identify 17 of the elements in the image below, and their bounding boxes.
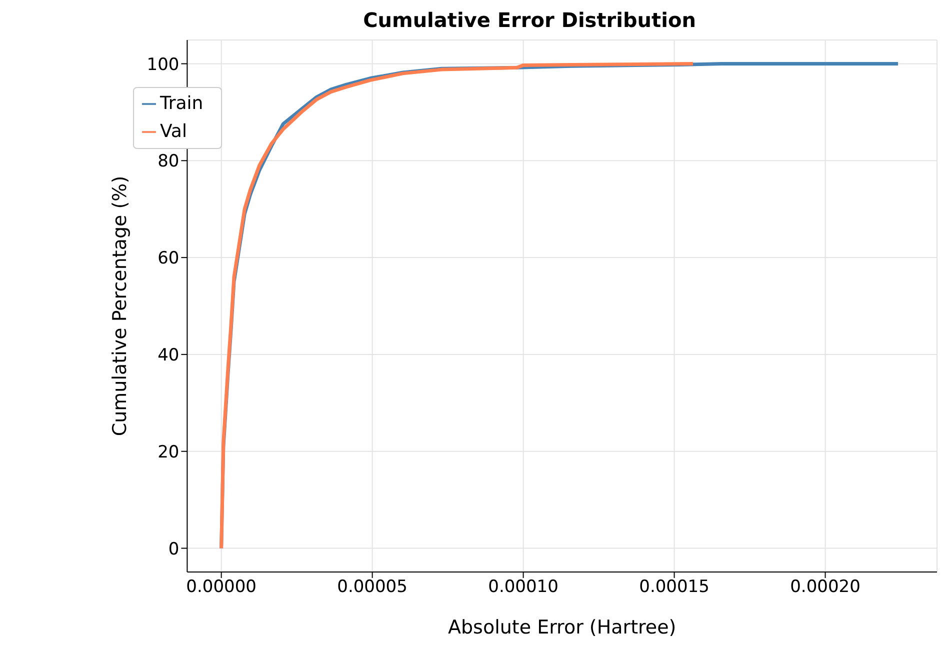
line-series [220, 62, 695, 550]
x-tick-label: 0.00005 [337, 577, 408, 598]
y-tick-label: 40 [158, 345, 180, 366]
y-tick-label: 80 [158, 152, 180, 172]
x-tick-label: 0.00020 [790, 577, 860, 598]
legend-label: Train [160, 93, 204, 114]
y-tick-label: 60 [158, 248, 180, 269]
x-axis-title: Absolute Error (Hartree) [448, 616, 676, 638]
y-tick-label: 100 [146, 54, 180, 75]
x-tick-label: 0.00015 [639, 577, 710, 598]
y-tick-label: 0 [168, 539, 180, 560]
chart-title: Cumulative Error Distribution [362, 8, 697, 32]
y-tick-label: 20 [158, 442, 180, 462]
legend-label: Val [160, 121, 187, 142]
y-axis-title: Cumulative Percentage (%) [108, 176, 131, 436]
x-tick-label: 0.00000 [186, 577, 256, 598]
x-tick-label: 0.00010 [488, 577, 558, 598]
